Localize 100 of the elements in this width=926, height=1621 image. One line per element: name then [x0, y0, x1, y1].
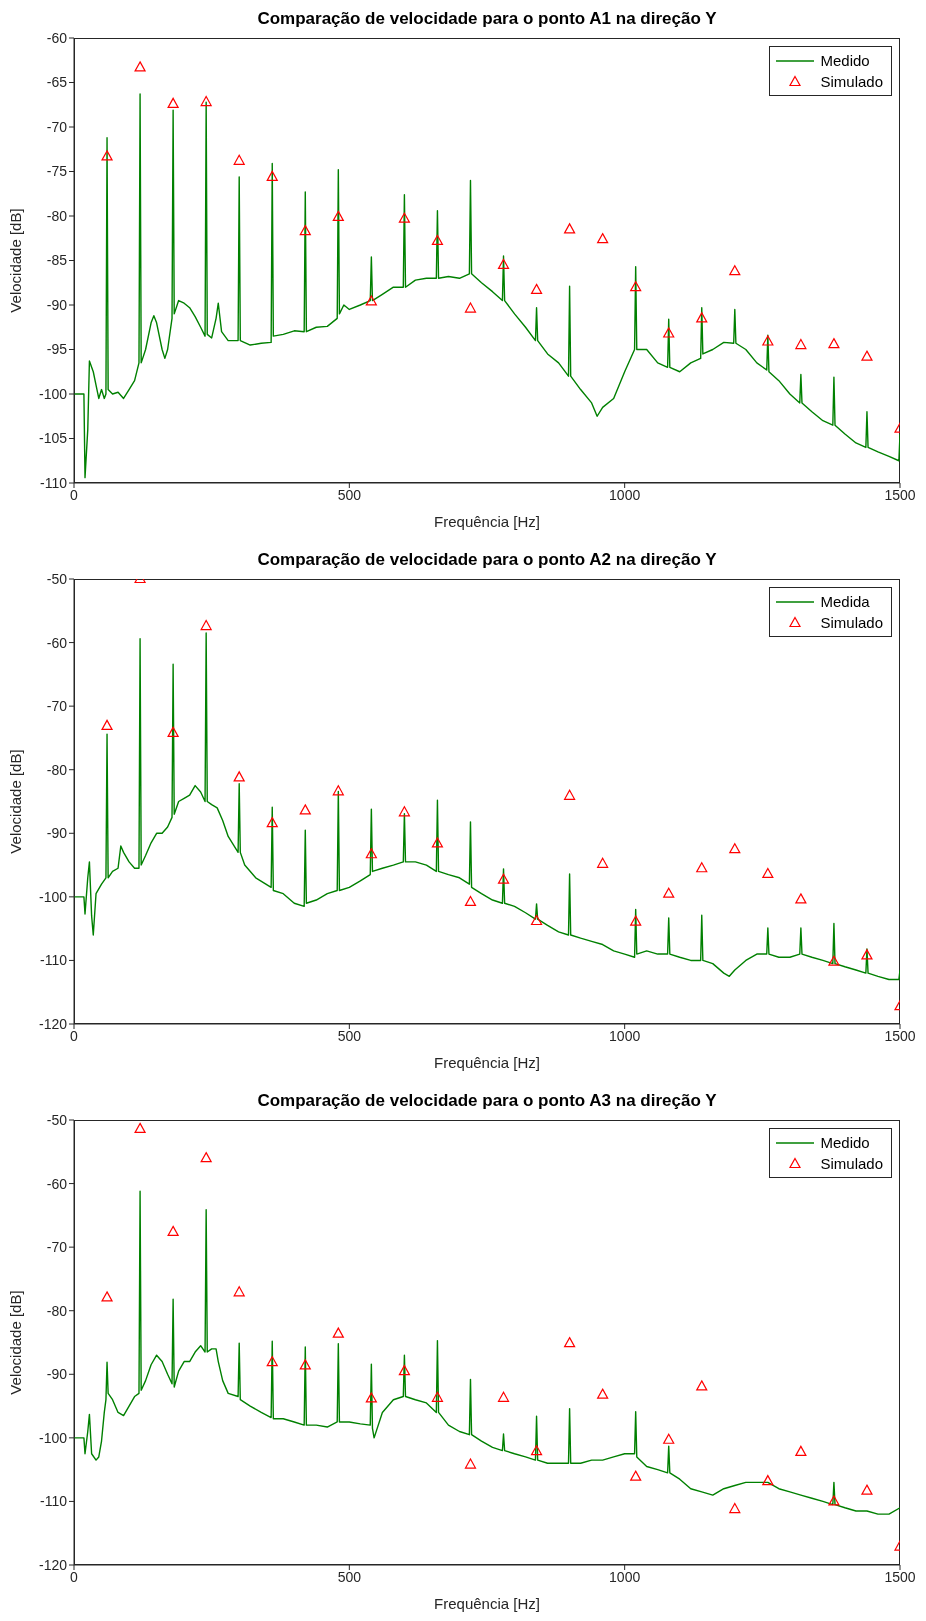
point: [696, 1380, 708, 1391]
line-series: [74, 632, 900, 981]
y-tick-label: -90: [46, 1366, 68, 1383]
point: [564, 223, 576, 234]
y-tick-label: -70: [46, 118, 68, 135]
y-tick-label: -70: [46, 1239, 68, 1256]
y-tick-label: -60: [46, 29, 68, 46]
x-tick-label: 0: [70, 1568, 79, 1585]
point: [431, 234, 444, 246]
point: [630, 1470, 642, 1481]
y-tick-label: -110: [40, 1493, 68, 1510]
chart-title: Comparação de velocidade para o ponto A3 na direção Y: [256, 1090, 718, 1112]
point: [200, 95, 212, 107]
point: [696, 312, 708, 323]
y-tick-label: -110: [40, 474, 68, 491]
legend-label: Simulado: [820, 614, 883, 631]
point: [530, 1445, 543, 1456]
point: [299, 225, 311, 236]
point: [663, 327, 675, 338]
x-tick-label: 0: [70, 486, 79, 503]
x-axis-title: Frequência [Hz]: [434, 513, 540, 530]
x-tick-label: 1500: [884, 1568, 916, 1585]
point: [497, 873, 510, 884]
x-tick-label: 1000: [609, 1568, 641, 1585]
point: [464, 895, 477, 907]
y-tick-label: -90: [46, 825, 68, 842]
point: [497, 1391, 510, 1402]
x-axis-title: Frequência [Hz]: [434, 1054, 540, 1071]
point: [564, 789, 576, 800]
point: [861, 1484, 873, 1495]
point: [200, 619, 212, 631]
y-tick-label: -100: [38, 385, 68, 402]
point: [398, 806, 410, 817]
x-tick-label: 0: [70, 1027, 79, 1044]
y-tick-label: -50: [46, 570, 68, 587]
point: [167, 1225, 179, 1236]
y-tick-label: -85: [46, 252, 68, 269]
x-tick-label: 500: [337, 1568, 362, 1585]
point: [299, 1359, 311, 1370]
point: [729, 843, 741, 854]
y-tick-label: -120: [38, 1015, 68, 1032]
point: [530, 914, 543, 926]
point: [663, 887, 675, 898]
point: [134, 61, 146, 72]
point: [828, 1495, 840, 1506]
point: [597, 233, 609, 244]
point: [266, 1356, 278, 1367]
point: [398, 212, 410, 223]
point: [233, 154, 245, 165]
point: [696, 862, 708, 873]
x-tick-label: 500: [337, 1027, 362, 1044]
point: [365, 1392, 377, 1403]
y-tick-label: -50: [46, 1111, 68, 1128]
y-tick-label: -70: [46, 698, 68, 715]
point: [795, 893, 807, 904]
x-axis-title: Frequência [Hz]: [434, 1595, 540, 1612]
point: [795, 338, 807, 350]
point: [167, 726, 179, 737]
legend-label: Medido: [820, 1134, 870, 1151]
y-tick-label: -105: [38, 430, 68, 447]
y-tick-label: -110: [40, 952, 68, 969]
y-tick-label: -60: [46, 634, 68, 651]
point: [266, 817, 278, 828]
point: [497, 258, 510, 270]
point: [398, 1365, 410, 1376]
x-tick-label: 500: [337, 486, 362, 503]
point: [266, 170, 278, 181]
point: [200, 1152, 212, 1163]
point: [861, 949, 873, 960]
y-axis-title: Velocidade [dB]: [7, 208, 25, 313]
y-tick-label: -100: [38, 888, 68, 905]
point: [431, 1391, 444, 1402]
point: [663, 1433, 675, 1444]
y-axis-title: Velocidade [dB]: [7, 1290, 25, 1395]
point: [861, 350, 873, 361]
y-tick-label: -75: [46, 163, 68, 180]
legend-label: Medida: [820, 593, 870, 610]
point: [134, 1122, 146, 1133]
x-tick-label: 1500: [884, 1027, 916, 1044]
y-tick-label: -60: [46, 1175, 68, 1192]
point: [597, 1388, 609, 1399]
y-tick-label: -120: [38, 1556, 68, 1573]
y-tick-label: -80: [46, 761, 68, 778]
point: [464, 1458, 477, 1469]
chart-title: Comparação de velocidade para o ponto A2 na direção Y: [256, 549, 718, 571]
point: [795, 1445, 807, 1456]
point: [101, 1291, 113, 1302]
point: [101, 719, 113, 730]
point: [762, 1474, 774, 1486]
point: [332, 785, 344, 796]
x-tick-label: 1000: [609, 1027, 641, 1044]
y-tick-label: -80: [46, 207, 68, 224]
chart-title: Comparação de velocidade para o ponto A1 na direção Y: [256, 8, 718, 30]
point: [233, 1286, 245, 1297]
x-tick-label: 1500: [884, 486, 916, 503]
y-tick-label: -80: [46, 1302, 68, 1319]
point: [101, 150, 113, 161]
y-axis-title: Velocidade [dB]: [7, 749, 25, 854]
point: [564, 1337, 576, 1348]
y-tick-label: -95: [46, 341, 68, 358]
